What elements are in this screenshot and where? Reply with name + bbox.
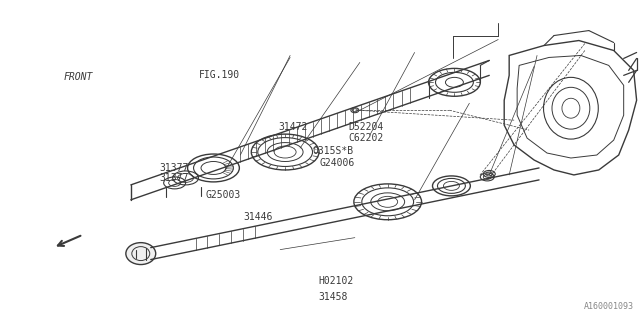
- Text: G24006: G24006: [320, 158, 355, 168]
- Text: 31472: 31472: [278, 122, 308, 132]
- Text: 0315S*B: 0315S*B: [312, 146, 353, 156]
- Text: A160001093: A160001093: [584, 302, 634, 311]
- Text: 31377: 31377: [159, 172, 189, 182]
- Text: C62202: C62202: [349, 133, 384, 143]
- Text: FRONT: FRONT: [64, 72, 93, 82]
- Text: 31458: 31458: [319, 292, 348, 302]
- Text: D52204: D52204: [349, 122, 384, 132]
- Text: 31446: 31446: [244, 212, 273, 222]
- Text: FIG.190: FIG.190: [199, 70, 240, 80]
- Ellipse shape: [126, 243, 156, 265]
- Text: H02102: H02102: [319, 276, 354, 286]
- Text: 31377: 31377: [159, 163, 189, 173]
- Text: G25003: G25003: [205, 190, 241, 200]
